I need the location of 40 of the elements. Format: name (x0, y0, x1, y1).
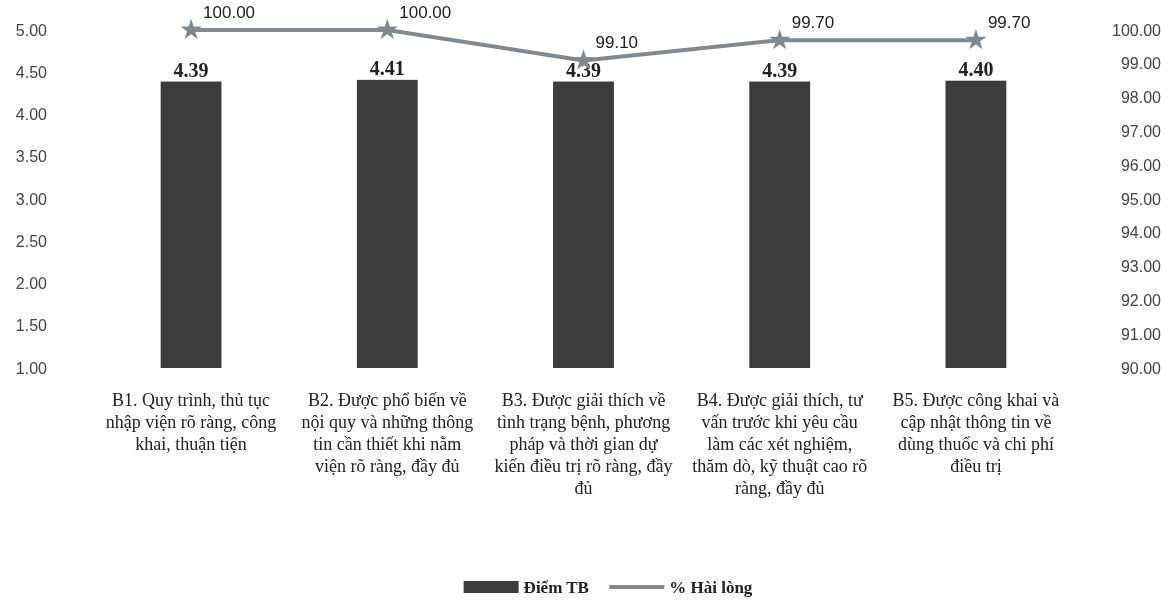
y-tick-label: 5.00 (15, 21, 48, 39)
point (965, 28, 987, 50)
point (769, 28, 791, 50)
data-label: 99.70 (987, 13, 1031, 33)
y-tick-label: 1.50 (15, 317, 48, 335)
y2-tick-label: 98.00 (1120, 89, 1162, 107)
x-tick-label: B5. Được công khai và cập nhật thông tin về dùng thuốc và chi phí điều trị (892, 390, 1060, 476)
legend-label: % Hài lòng (669, 578, 753, 597)
point (376, 18, 398, 40)
y2-tick-label: 100.00 (1112, 21, 1162, 39)
y2-tick-label: 96.00 (1120, 156, 1162, 174)
legend-label: Điểm TB (523, 578, 589, 597)
y-tick-label: 4.00 (15, 106, 48, 124)
y-tick-label: 1.00 (15, 359, 48, 377)
data-label: 100.00 (399, 3, 452, 22)
data-label: 99.10 (595, 33, 639, 53)
y-tick-label: 4.50 (15, 63, 48, 81)
y2-tick-label: 95.00 (1120, 190, 1162, 208)
x-tick-label: B1. Quy trình, thủ tục nhập viện rõ ràng, công khai, thuận tiện (105, 390, 277, 454)
x-tick-label: B4. Được giải thích, tư vấn trước khi yêu cầu làm các xét nghiệm, thăm dò, kỹ thuật cao rõ ràng, đầy đủ (692, 390, 868, 498)
data-label: 4.40 (958, 57, 994, 80)
data-label: 4.39 (173, 58, 209, 81)
x-tick-label: B2. Được phổ biến về nội quy và những thông tin cần thiết khi nằm viện rõ ràng, đầy đủ (301, 390, 474, 476)
data-label: 4.41 (369, 56, 405, 79)
point (180, 18, 202, 40)
y-tick-label: 3.00 (15, 190, 48, 208)
y2-tick-label: 90.00 (1120, 359, 1162, 377)
x-tick-label: B3. Được giải thích về tình trạng bệnh, phương pháp và thời gian dự kiến điều trị rõ ràng, đầy đủ (494, 390, 673, 498)
data-label: 4.39 (762, 58, 798, 81)
data-label: 100.00 (203, 3, 256, 22)
y-tick-label: 3.50 (15, 148, 48, 166)
data-label: 99.70 (791, 13, 835, 33)
y2-tick-label: 93.00 (1120, 258, 1162, 276)
y-tick-label: 2.50 (15, 232, 48, 250)
y2-tick-label: 97.00 (1120, 123, 1162, 140)
y2-tick-label: 92.00 (1120, 292, 1162, 309)
y2-tick-label: 94.00 (1120, 224, 1162, 242)
y2-tick-label: 99.00 (1120, 55, 1162, 73)
y2-tick-label: 91.00 (1120, 325, 1162, 343)
y-tick-label: 2.00 (15, 275, 48, 293)
